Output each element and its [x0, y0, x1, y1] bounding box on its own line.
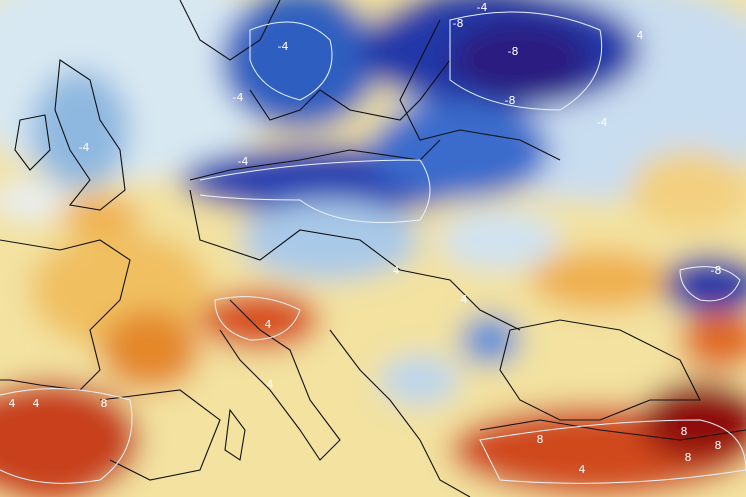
contour-label: -8 — [508, 45, 519, 58]
contour-label: 4 — [637, 29, 644, 42]
contour-label: -4 — [278, 40, 289, 53]
contour-label: -4 — [597, 116, 608, 129]
contours — [0, 11, 746, 484]
contour-label: 8 — [681, 425, 688, 438]
contour-label: 4 — [461, 293, 468, 306]
contour-label: -4 — [233, 91, 244, 104]
contour-label: -8 — [711, 264, 722, 277]
contour-label: -4 — [238, 155, 249, 168]
contour-label: 4 — [265, 318, 272, 331]
contour-label: 4 — [393, 264, 400, 277]
contour-label: -4 — [477, 1, 488, 14]
contour-labels: -4 -8 -8 -8 -4 4 -4 -4 -4 -4 4 4 -8 4 4 … — [9, 1, 722, 476]
contour-label: -8 — [505, 94, 516, 107]
contour-label: 8 — [537, 433, 544, 446]
contour-label: -8 — [453, 17, 464, 30]
contour-label: 4 — [579, 463, 586, 476]
contour-label: 4 — [267, 378, 274, 391]
contour-label: 4 — [33, 397, 40, 410]
contour-label: 8 — [101, 397, 108, 410]
contour-label: 8 — [685, 451, 692, 464]
contour-label: -4 — [79, 141, 90, 154]
contour-label: 8 — [715, 439, 722, 452]
contour-label: 4 — [9, 397, 16, 410]
